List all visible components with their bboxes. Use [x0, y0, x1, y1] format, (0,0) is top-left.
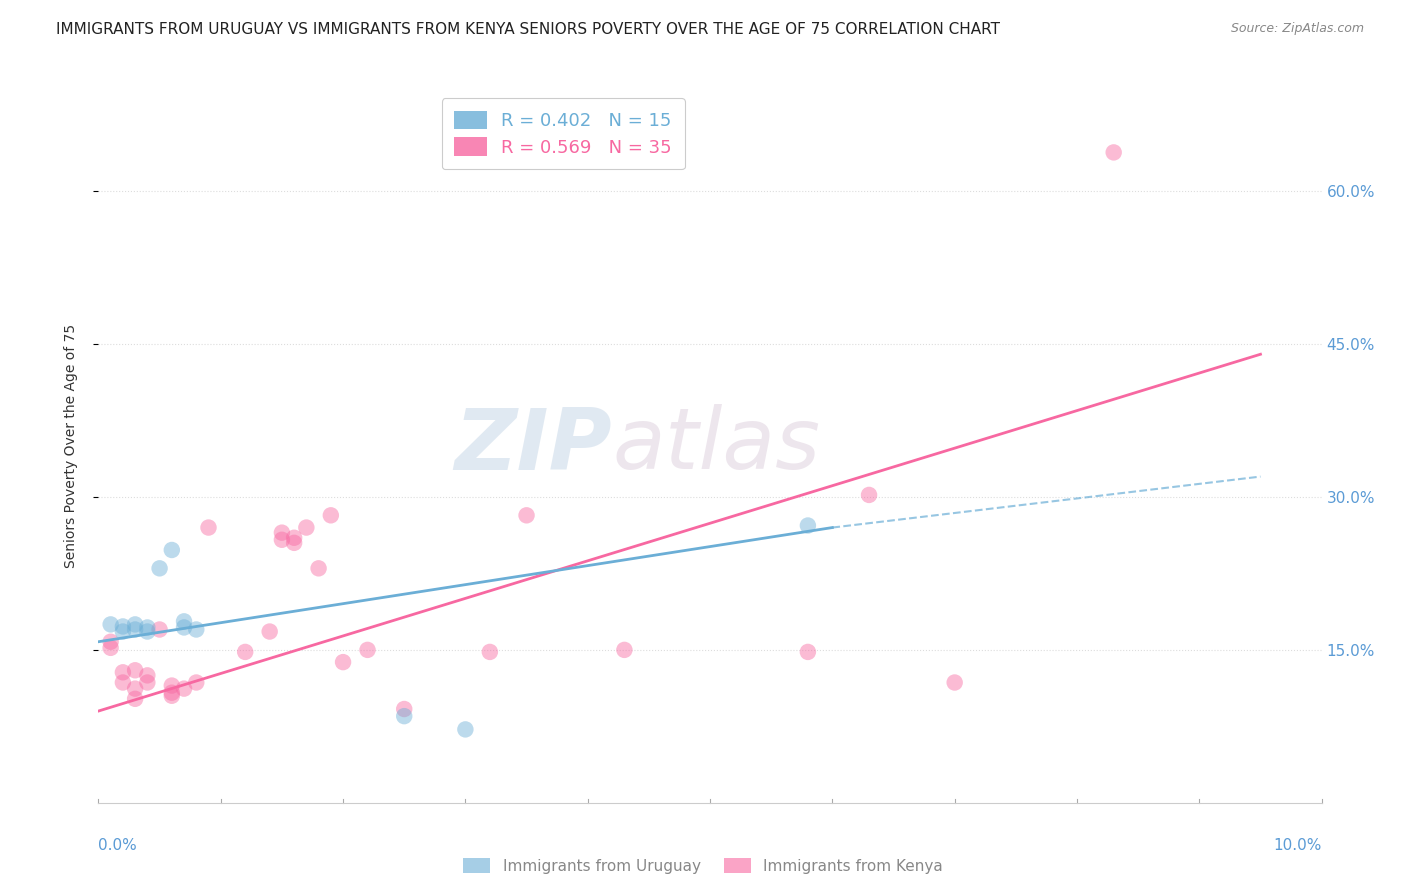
Point	[111, 624, 134, 639]
Point	[319, 508, 342, 523]
Point	[356, 643, 378, 657]
Point	[173, 615, 195, 629]
Point	[124, 663, 146, 677]
Text: 0.0%: 0.0%	[98, 838, 138, 854]
Text: 10.0%: 10.0%	[1274, 838, 1322, 854]
Point	[111, 675, 134, 690]
Point	[149, 561, 172, 575]
Point	[516, 508, 538, 523]
Point	[392, 702, 416, 716]
Point	[160, 543, 183, 558]
Legend: Immigrants from Uruguay, Immigrants from Kenya: Immigrants from Uruguay, Immigrants from…	[457, 852, 949, 880]
Point	[124, 623, 146, 637]
Point	[100, 617, 122, 632]
Text: IMMIGRANTS FROM URUGUAY VS IMMIGRANTS FROM KENYA SENIORS POVERTY OVER THE AGE OF: IMMIGRANTS FROM URUGUAY VS IMMIGRANTS FR…	[56, 22, 1000, 37]
Point	[392, 709, 416, 723]
Point	[124, 617, 146, 632]
Point	[124, 681, 146, 696]
Point	[259, 624, 281, 639]
Point	[943, 675, 966, 690]
Point	[197, 520, 219, 534]
Point	[295, 520, 318, 534]
Text: ZIP: ZIP	[454, 404, 612, 488]
Legend: R = 0.402   N = 15, R = 0.569   N = 35: R = 0.402 N = 15, R = 0.569 N = 35	[441, 98, 685, 169]
Point	[160, 679, 183, 693]
Point	[173, 620, 195, 634]
Point	[613, 643, 636, 657]
Point	[186, 623, 208, 637]
Point	[160, 689, 183, 703]
Point	[283, 536, 305, 550]
Point	[136, 624, 159, 639]
Point	[478, 645, 501, 659]
Point	[797, 645, 820, 659]
Point	[283, 531, 305, 545]
Point	[111, 619, 134, 633]
Point	[1102, 145, 1125, 160]
Point	[454, 723, 477, 737]
Point	[136, 675, 159, 690]
Text: Source: ZipAtlas.com: Source: ZipAtlas.com	[1230, 22, 1364, 36]
Point	[270, 525, 292, 540]
Point	[149, 623, 172, 637]
Point	[136, 668, 159, 682]
Point	[308, 561, 330, 575]
Point	[858, 488, 880, 502]
Point	[100, 640, 122, 655]
Point	[160, 686, 183, 700]
Point	[100, 634, 122, 648]
Y-axis label: Seniors Poverty Over the Age of 75: Seniors Poverty Over the Age of 75	[63, 324, 77, 568]
Point	[797, 518, 820, 533]
Point	[233, 645, 256, 659]
Point	[124, 691, 146, 706]
Point	[186, 675, 208, 690]
Point	[332, 655, 354, 669]
Point	[173, 681, 195, 696]
Point	[111, 665, 134, 680]
Point	[270, 533, 292, 547]
Text: atlas: atlas	[612, 404, 820, 488]
Point	[136, 620, 159, 634]
